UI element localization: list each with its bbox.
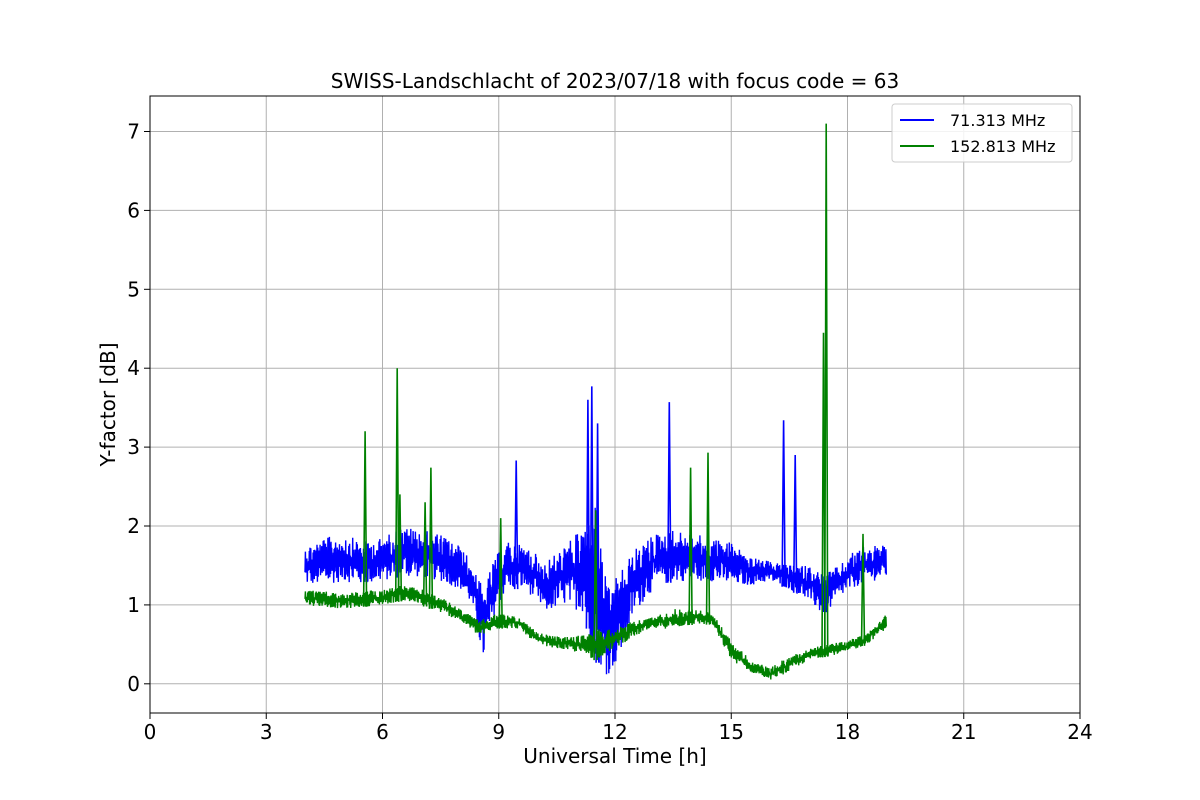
x-tick-label: 12 [602,720,627,744]
series-spike [422,502,428,607]
x-tick-label: 18 [835,720,860,744]
series-spike [498,518,503,629]
y-tick-label: 4 [127,356,140,380]
series-spike [589,386,595,645]
x-tick-label: 24 [1067,720,1092,744]
series-spike [860,533,866,646]
legend-label: 71.313 MHz [950,111,1045,130]
y-axis-label: Y-factor [dB] [96,342,120,467]
series-spike [667,402,672,583]
series-green [304,123,887,680]
x-tick-label: 6 [376,720,389,744]
legend: 71.313 MHz 152.813 MHz [891,103,1073,163]
series-spike [397,494,403,602]
series-layer [304,123,887,680]
x-axis-label: Universal Time [h] [523,744,706,768]
series-spike [513,460,519,590]
chart-title: SWISS-Landschlacht of 2023/07/18 with fo… [331,69,899,93]
series-spike [792,454,798,593]
series-spike [781,420,786,587]
series-spike [362,431,368,607]
x-tick-label: 21 [951,720,976,744]
series-spike [688,467,693,626]
x-tick-label: 9 [492,720,505,744]
y-tick-label: 5 [127,277,140,301]
series-spike [585,399,591,629]
x-tick-label: 15 [719,720,744,744]
series-spike [823,123,829,657]
y-tick-label: 7 [127,120,140,144]
series-line [304,507,887,675]
legend-label: 152.813 MHz [950,137,1055,156]
x-tick-label: 0 [144,720,157,744]
y-tick-label: 2 [127,514,140,538]
y-tick-label: 6 [127,198,140,222]
y-tick-label: 3 [127,435,140,459]
series-spike [821,332,826,658]
x-tick-label: 3 [260,720,273,744]
series-spike [394,368,400,602]
y-tick-label: 1 [127,593,140,617]
legend-box [891,103,1073,163]
series-spike [705,452,711,625]
y-tick-label: 0 [127,672,140,696]
series-spike [593,510,598,661]
series-spike [428,467,434,609]
